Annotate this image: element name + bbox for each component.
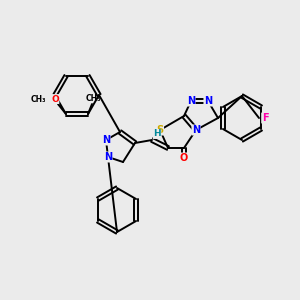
Text: F: F [262, 113, 268, 123]
Text: N: N [104, 152, 112, 162]
Text: O: O [180, 153, 188, 163]
Text: N: N [102, 135, 110, 145]
Text: N: N [204, 96, 212, 106]
Text: CH₃: CH₃ [31, 94, 46, 103]
Text: O: O [51, 94, 59, 103]
Text: CH₃: CH₃ [85, 94, 101, 103]
Text: N: N [187, 96, 195, 106]
Text: S: S [156, 125, 164, 135]
Text: H: H [153, 130, 161, 139]
Text: N: N [192, 125, 200, 135]
